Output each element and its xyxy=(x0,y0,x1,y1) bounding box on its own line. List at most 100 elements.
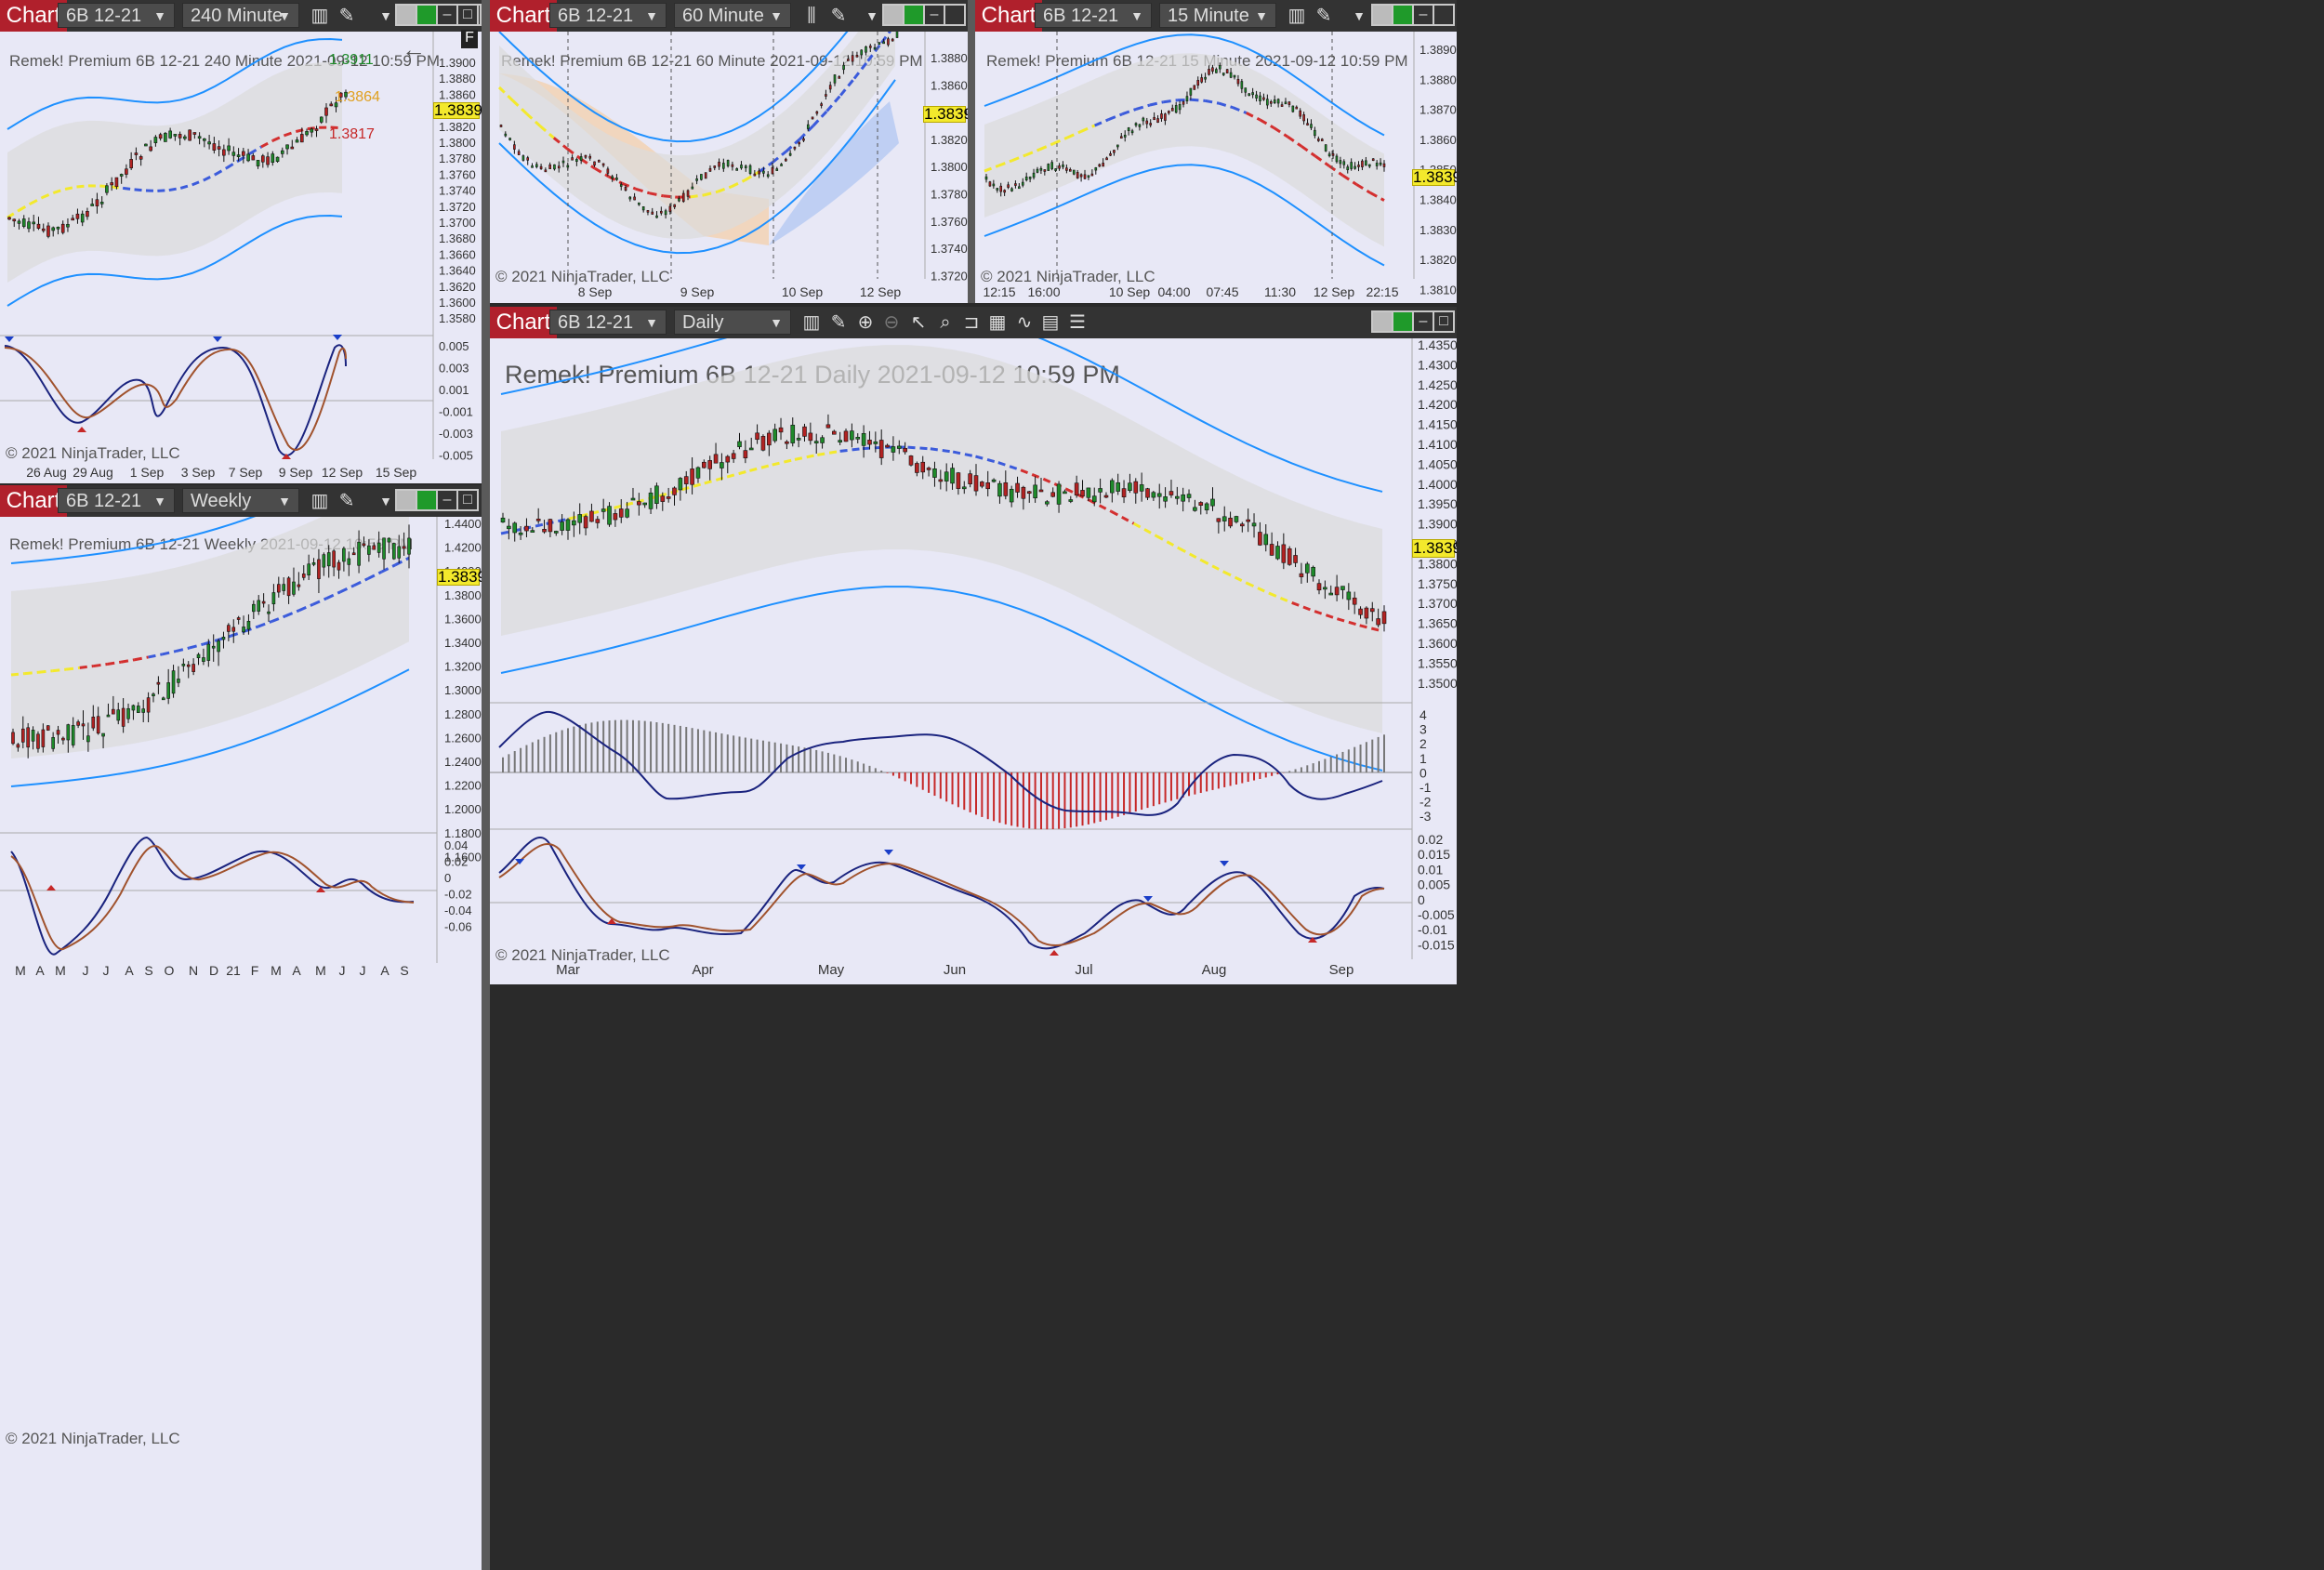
back-arrow-icon[interactable]: ← xyxy=(402,35,426,63)
drawing-tool-pencil-icon[interactable]: ✎ xyxy=(338,6,355,26)
instrument-selector[interactable]: 6B 12-21 ▼ xyxy=(549,3,667,28)
instrument-selector[interactable]: 6B 12-21 ▼ xyxy=(1035,3,1152,28)
properties-icon[interactable]: ⊐ xyxy=(963,312,980,333)
pointer-icon[interactable]: ↖ xyxy=(910,312,927,333)
last-price-marker: 1.3839 xyxy=(433,101,482,119)
interval-selector[interactable]: Weekly ▼ xyxy=(182,488,299,513)
trend-midline xyxy=(1327,165,1344,177)
instrument-selector[interactable]: 6B 12-21 ▼ xyxy=(58,488,175,513)
link-green-button[interactable] xyxy=(1392,310,1414,333)
pane-divider[interactable] xyxy=(1457,0,2324,1570)
maximize-button[interactable] xyxy=(944,4,966,26)
minimize-button[interactable]: – xyxy=(1412,310,1434,333)
price-panel[interactable]: 1.4350 1.4300 1.4250 1.4200 1.4150 1.4100 1.40… xyxy=(490,338,1457,984)
drawing-tool-pencil-icon[interactable]: ✎ xyxy=(338,491,355,511)
candle-body xyxy=(628,196,632,200)
dropdown-arrow-icon[interactable]: ▼ xyxy=(379,494,392,508)
candle-body xyxy=(891,38,894,42)
maximize-button[interactable]: □ xyxy=(1433,310,1455,333)
y-tick-label: 3 xyxy=(1419,722,1427,737)
drawing-tool-pencil-icon[interactable]: ✎ xyxy=(1315,6,1332,26)
minimize-button[interactable]: – xyxy=(923,4,945,26)
link-green-button[interactable] xyxy=(903,4,925,26)
trend-midline xyxy=(1038,142,1054,152)
bar-type-icon[interactable]: ▥ xyxy=(1287,6,1306,26)
maximize-button[interactable]: □ xyxy=(456,489,479,511)
link-green-button[interactable] xyxy=(1392,4,1414,26)
candle-body xyxy=(672,487,677,495)
indicators-icon[interactable]: ∿ xyxy=(1016,312,1033,333)
f-icon[interactable]: F xyxy=(461,30,478,48)
trend-midline xyxy=(1341,174,1358,186)
data-box-icon[interactable]: ⌕ xyxy=(940,312,951,333)
trend-midline xyxy=(1024,148,1040,157)
window-toolbar: Chart 6B 12-21 ▼ 15 Minute ▼ ▥ ✎ ▼ – xyxy=(975,0,1457,32)
candle-body xyxy=(86,211,89,218)
bar-type-icon[interactable]: ▥ xyxy=(802,312,821,333)
candle-body xyxy=(1251,522,1257,527)
instrument-value: 6B 12-21 xyxy=(66,6,142,26)
restore-grey-button[interactable] xyxy=(395,489,417,511)
y-tick-label: 1.3700 xyxy=(439,216,476,230)
bar-type-icon[interactable]: ▥ xyxy=(310,6,329,26)
link-green-button[interactable] xyxy=(416,489,438,511)
pane-divider[interactable] xyxy=(482,0,490,1570)
minimize-button[interactable]: – xyxy=(436,489,458,511)
candle-body xyxy=(1234,516,1239,522)
strategies-icon[interactable]: ▦ xyxy=(988,312,1007,333)
templates-icon[interactable]: ▤ xyxy=(1041,312,1060,333)
candle-body xyxy=(282,584,285,591)
list-icon[interactable]: ☰ xyxy=(1069,312,1086,333)
dropdown-arrow-icon[interactable]: ▼ xyxy=(379,8,392,23)
zoom-in-icon[interactable]: ⊕ xyxy=(857,312,874,333)
chart-title-tab[interactable]: Chart xyxy=(975,0,1042,32)
restore-grey-button[interactable] xyxy=(882,4,905,26)
interval-selector[interactable]: 240 Minute ▼ xyxy=(182,3,299,28)
instrument-selector[interactable]: 6B 12-21 ▼ xyxy=(549,310,667,335)
dropdown-arrow-icon[interactable]: ▼ xyxy=(1353,8,1366,23)
trend-midline xyxy=(1110,509,1135,525)
y-tick-label: 1.3500 xyxy=(1418,676,1457,691)
envelope-fill xyxy=(7,62,342,283)
dropdown-arrow-icon[interactable]: ▼ xyxy=(865,8,878,23)
candle-body xyxy=(197,136,202,139)
interval-selector[interactable]: 60 Minute ▼ xyxy=(674,3,791,28)
minimize-button[interactable]: – xyxy=(436,4,458,26)
candle-body xyxy=(61,737,65,741)
restore-grey-button[interactable] xyxy=(1371,4,1393,26)
maximize-button[interactable] xyxy=(1433,4,1455,26)
trend-midline xyxy=(30,196,43,205)
candle-body xyxy=(271,153,275,163)
zoom-out-icon[interactable]: ⊖ xyxy=(883,312,900,333)
interval-selector[interactable]: Daily ▼ xyxy=(674,310,791,335)
restore-grey-button[interactable] xyxy=(1371,310,1393,333)
price-panel[interactable]: 1.38801.38601.38401.38201.38001.37801.37… xyxy=(490,32,968,303)
minimize-button[interactable]: – xyxy=(1412,4,1434,26)
candle-body xyxy=(802,426,807,437)
chart-title-tab[interactable]: Chart xyxy=(490,307,557,338)
chart-title-tab[interactable]: Chart xyxy=(0,0,67,32)
bar-type-icon[interactable]: ▥ xyxy=(310,491,329,511)
pane-divider[interactable] xyxy=(968,0,975,303)
instrument-selector[interactable]: 6B 12-21 ▼ xyxy=(58,3,175,28)
drawing-tool-pencil-icon[interactable]: ✎ xyxy=(830,6,847,26)
candle-body xyxy=(231,627,236,632)
bar-type-icon[interactable]: ⫼ xyxy=(807,6,816,26)
restore-grey-button[interactable] xyxy=(395,4,417,26)
candle-body xyxy=(1185,96,1189,102)
candle-body xyxy=(1123,135,1127,138)
price-panel[interactable]: 1.39001.38801.38601.38401.38201.38001.37… xyxy=(0,32,482,483)
y-tick-label: 0.001 xyxy=(439,383,469,397)
interval-selector[interactable]: 15 Minute ▼ xyxy=(1159,3,1276,28)
price-panel[interactable]: 1.38901.38801.38701.38601.38501.38401.38… xyxy=(975,32,1457,303)
candle-body xyxy=(322,554,326,568)
close-button[interactable] xyxy=(477,4,482,26)
chart-title-tab[interactable]: Chart xyxy=(490,0,557,32)
drawing-tool-pencil-icon[interactable]: ✎ xyxy=(830,312,847,333)
candle-body xyxy=(655,215,658,218)
maximize-button[interactable]: □ xyxy=(456,4,479,26)
price-panel[interactable]: 1.44001.42001.40001.38001.36001.34001.32… xyxy=(0,517,482,1570)
x-tick-label: 7 Sep xyxy=(229,465,263,480)
chart-title-tab[interactable]: Chart xyxy=(0,485,67,517)
link-green-button[interactable] xyxy=(416,4,438,26)
